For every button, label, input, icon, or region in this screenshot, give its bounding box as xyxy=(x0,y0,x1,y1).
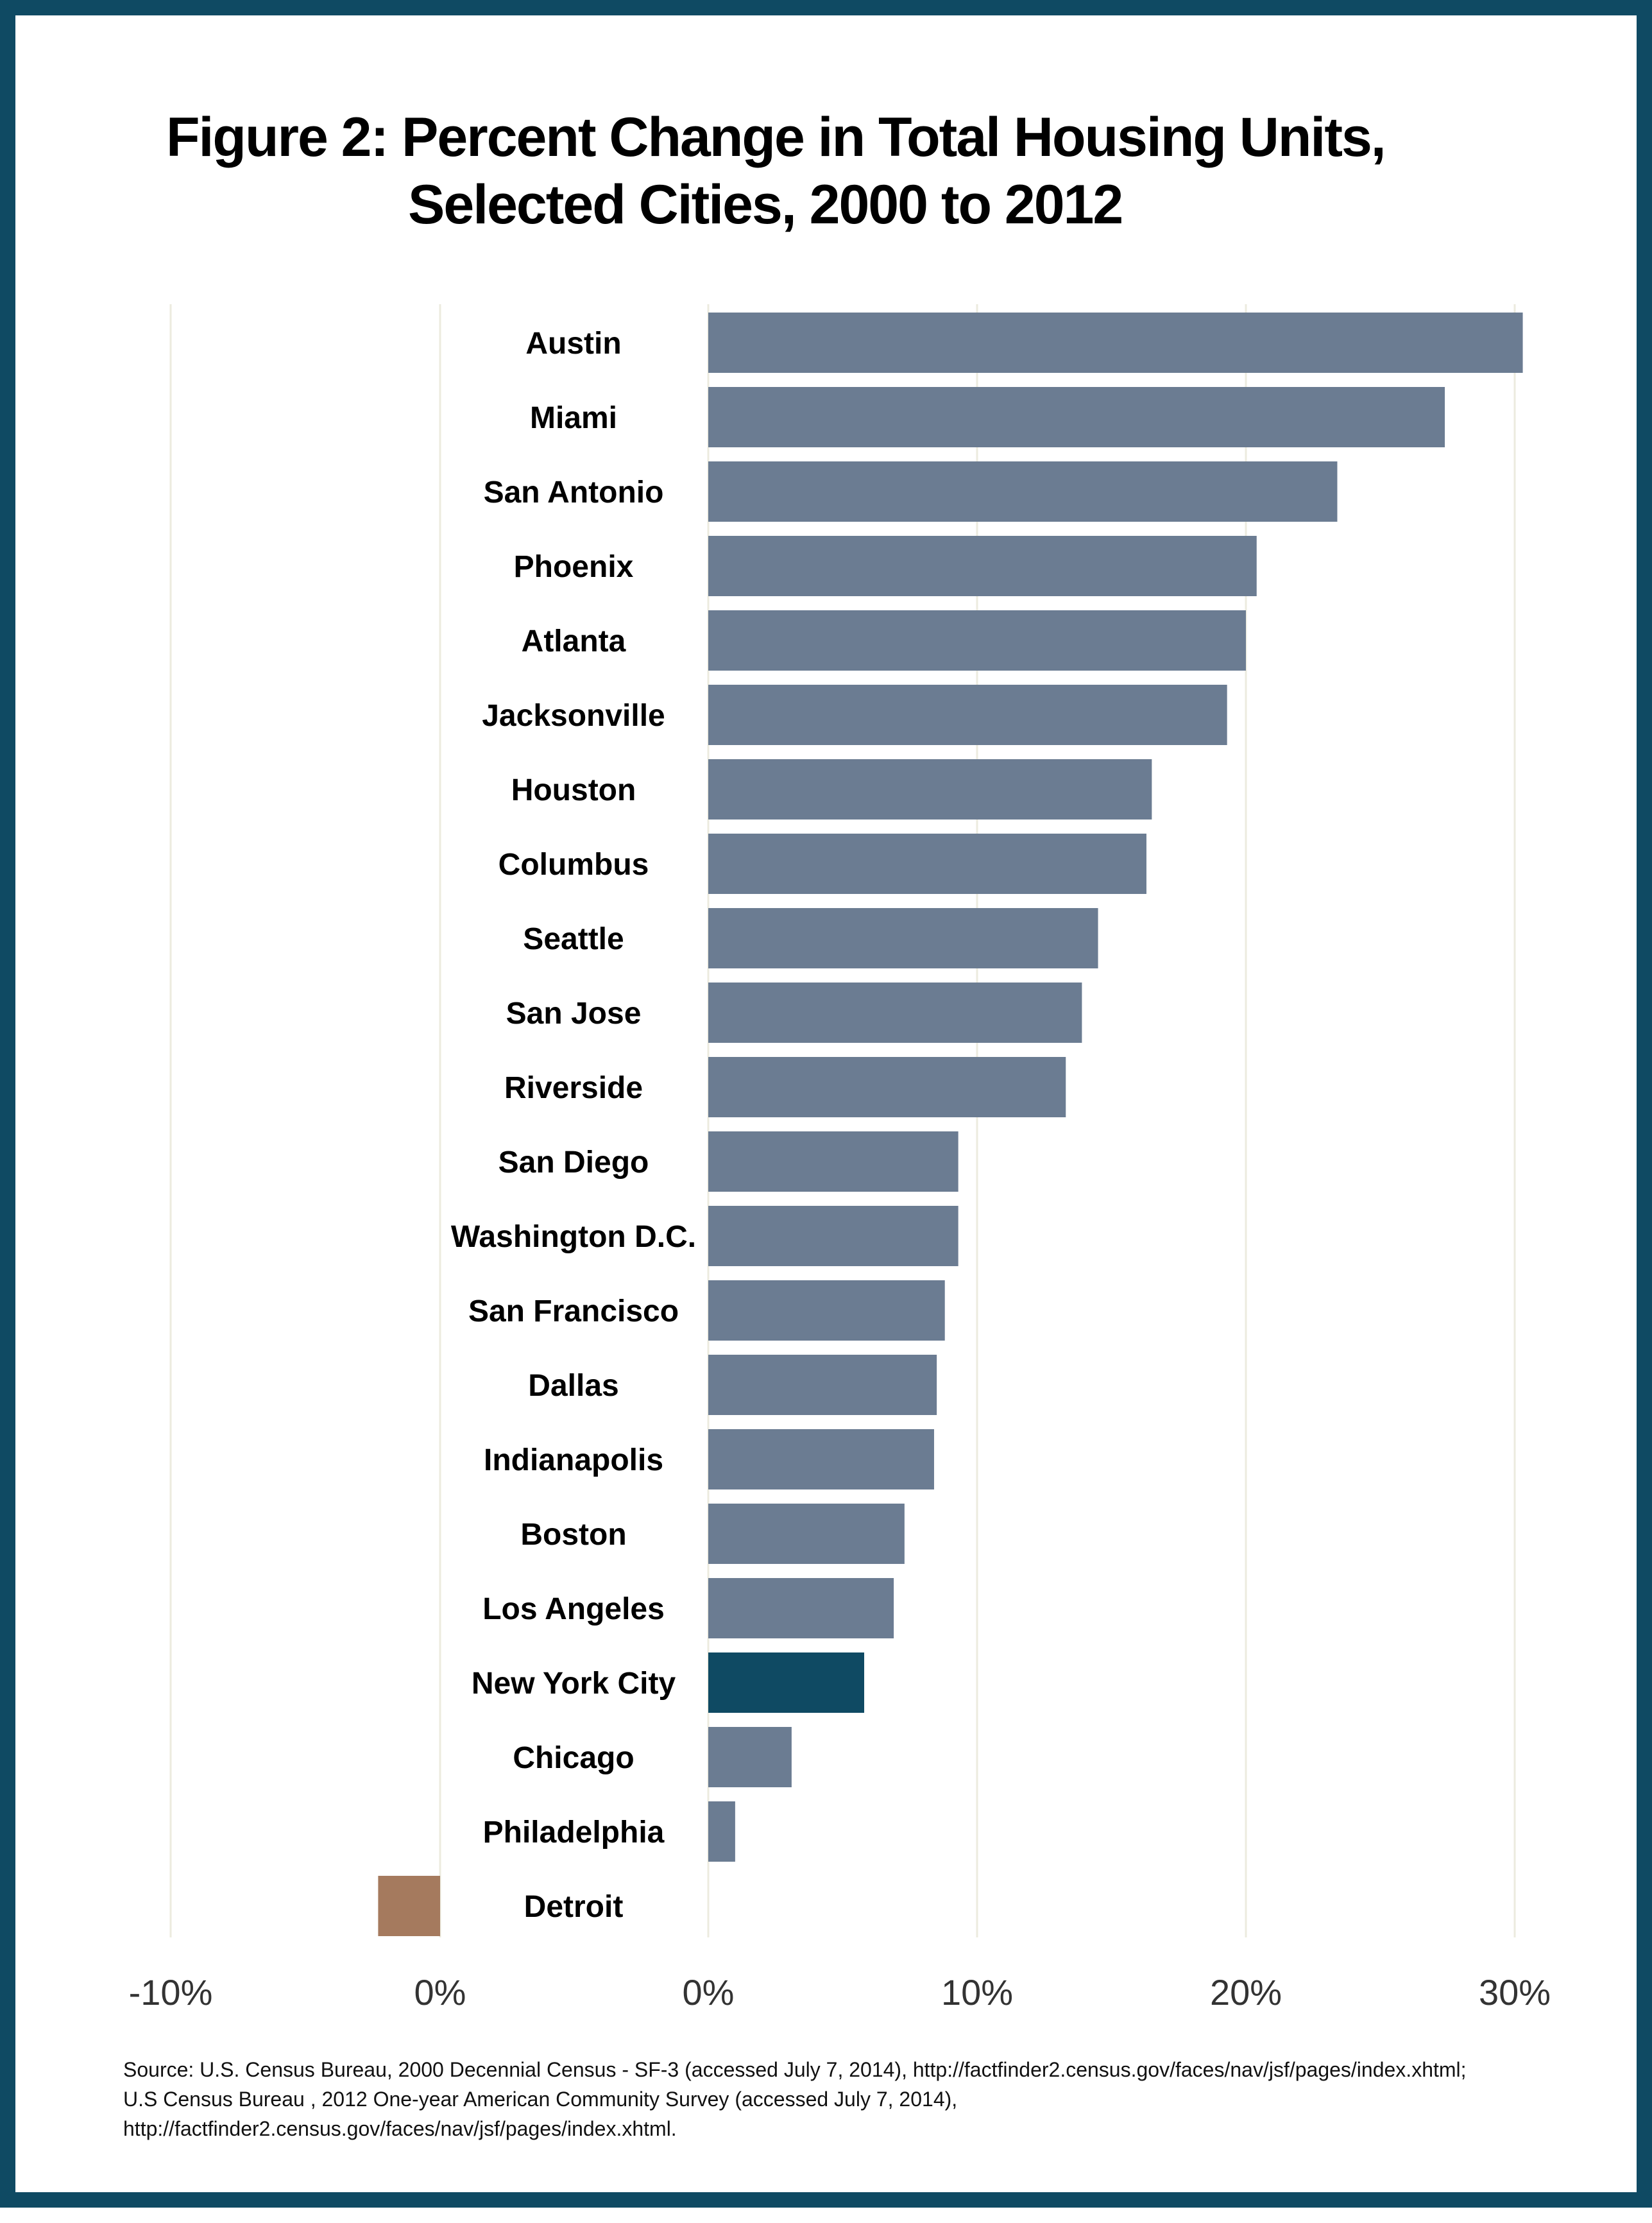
bar-seattle xyxy=(708,908,1098,968)
bar-san-francisco xyxy=(708,1280,945,1341)
tick-label: 30% xyxy=(1479,1972,1551,2013)
category-label: Columbus xyxy=(498,848,649,882)
tick-label: 0% xyxy=(683,1972,735,2013)
bar-san-diego xyxy=(708,1131,958,1192)
category-label: Chicago xyxy=(513,1741,634,1775)
category-label: Philadelphia xyxy=(483,1815,665,1850)
bar-chicago xyxy=(708,1727,792,1787)
source-note: Source: U.S. Census Bureau, 2000 Decenni… xyxy=(123,2055,1599,2143)
bar-houston xyxy=(708,759,1152,820)
tick-label: 10% xyxy=(941,1972,1013,2013)
source-line-3: http://factfinder2.census.gov/faces/nav/… xyxy=(123,2117,677,2140)
bar-columbus xyxy=(708,834,1146,894)
category-label: New York City xyxy=(472,1667,676,1701)
category-label: Riverside xyxy=(504,1071,643,1105)
category-label: Dallas xyxy=(528,1369,618,1403)
axis-tick-labels: -10% 0% 0% 10% 20% 30% xyxy=(129,1972,1551,2013)
bar-dallas xyxy=(708,1355,937,1415)
category-label: Jacksonville xyxy=(482,699,665,733)
source-line-1: Source: U.S. Census Bureau, 2000 Decenni… xyxy=(123,2058,1467,2081)
tick-label: 20% xyxy=(1210,1972,1282,2013)
bars xyxy=(378,313,1523,1936)
category-label: Los Angeles xyxy=(482,1592,665,1626)
category-label: Austin xyxy=(525,327,621,361)
bar-riverside xyxy=(708,1057,1066,1117)
bar-jacksonville xyxy=(708,685,1227,745)
bar-san-jose xyxy=(708,983,1082,1043)
category-label: Detroit xyxy=(524,1890,624,1924)
category-label: Indianapolis xyxy=(484,1443,663,1477)
bar-indianapolis xyxy=(708,1429,934,1489)
category-label: Phoenix xyxy=(514,550,634,584)
category-label: Seattle xyxy=(523,922,624,956)
source-line-2: U.S Census Bureau , 2012 One-year Americ… xyxy=(123,2088,958,2111)
bar-new-york-city xyxy=(708,1652,865,1713)
category-label: San Jose xyxy=(506,997,642,1031)
bar-phoenix xyxy=(708,536,1257,596)
bar-washington-d-c xyxy=(708,1206,958,1266)
chart-title-line-2: Selected Cities, 2000 to 2012 xyxy=(408,174,1123,236)
bar-san-antonio xyxy=(708,461,1338,522)
category-label: San Antonio xyxy=(484,476,664,510)
bar-austin xyxy=(708,313,1523,373)
category-labels: Austin Miami San Antonio Phoenix Atlanta Jack… xyxy=(451,327,696,1924)
bar-detroit xyxy=(378,1876,440,1936)
tick-label: -10% xyxy=(129,1972,213,2013)
chart-title-line-1: Figure 2: Percent Change in Total Housin… xyxy=(166,107,1386,168)
category-label: Atlanta xyxy=(522,624,626,658)
bar-philadelphia xyxy=(708,1801,735,1862)
bar-boston xyxy=(708,1504,905,1564)
bar-chart: Austin Miami San Antonio Phoenix Atlanta Jack… xyxy=(129,304,1551,2013)
category-label: Boston xyxy=(520,1518,626,1552)
category-label: Miami xyxy=(530,401,617,435)
category-label: Washington D.C. xyxy=(451,1220,696,1254)
bar-miami xyxy=(708,387,1445,447)
category-label: San Francisco xyxy=(468,1294,679,1328)
tick-label: 0% xyxy=(414,1972,466,2013)
category-label: Houston xyxy=(511,773,636,807)
bar-los-angeles xyxy=(708,1578,894,1638)
bar-atlanta xyxy=(708,610,1246,671)
category-label: San Diego xyxy=(498,1146,649,1180)
